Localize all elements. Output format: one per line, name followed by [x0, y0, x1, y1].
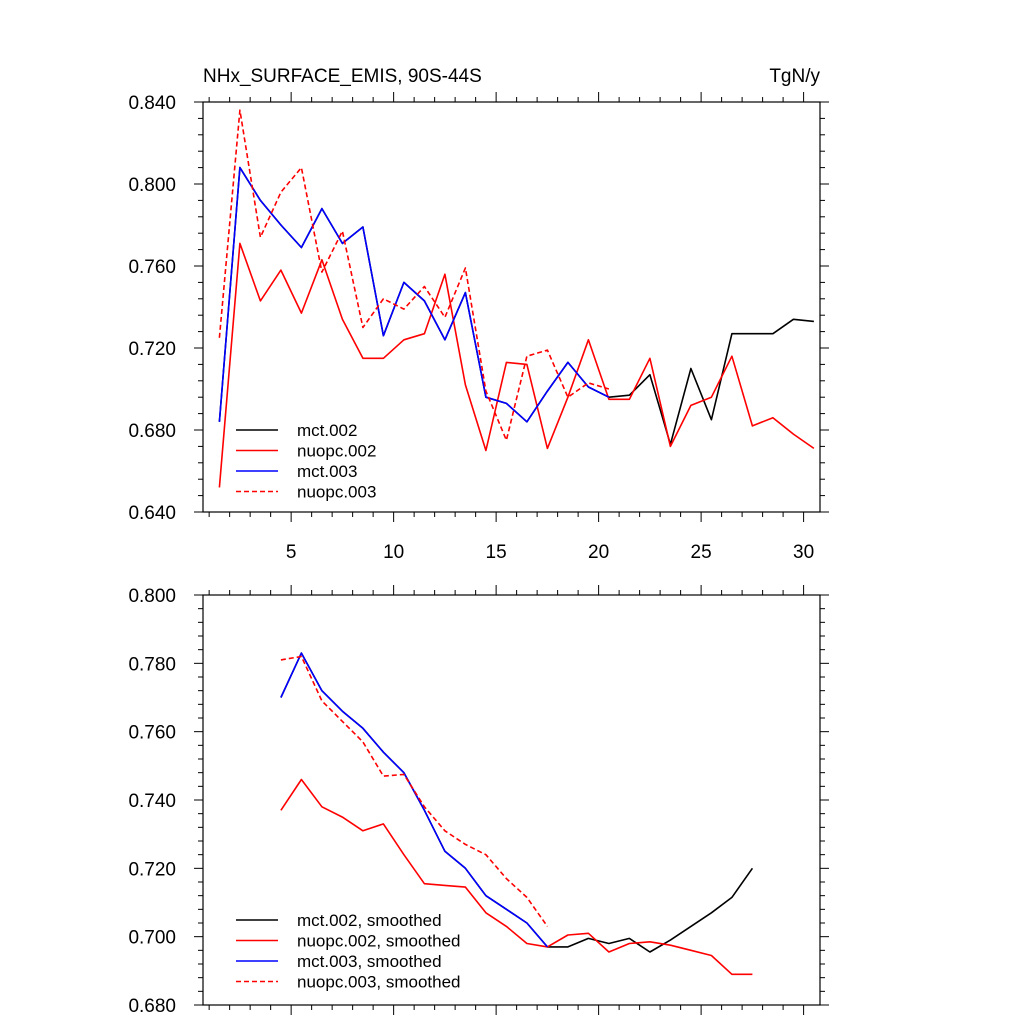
y-tick-label: 0.700: [128, 928, 176, 949]
bottom-y-tick-labels: 0.680 0.700 0.720 0.740 0.760 0.780 0.800: [128, 586, 176, 1017]
y-tick-label: 0.760: [128, 723, 176, 744]
y-tick-label: 0.740: [128, 791, 176, 812]
bottom-series-lines: [280, 652, 754, 976]
y-tick-label: 0.780: [128, 654, 176, 675]
top-plot-frame: [202, 101, 821, 513]
y-tick-label: 0.720: [128, 859, 176, 880]
series-line-nuopc-002: [218, 242, 815, 488]
top-series-lines: [218, 109, 815, 488]
bottom-plot-frame: [202, 594, 821, 1006]
y-tick-label: 0.680: [128, 996, 176, 1017]
legend-label: nuopc.003, smoothed: [297, 973, 461, 992]
legend-label: nuopc.002, smoothed: [297, 932, 461, 951]
y-tick-label: 0.680: [128, 421, 176, 442]
top-panel: NHx_SURFACE_EMIS, 90S-44S TgN/y 0.6400.6…: [128, 66, 829, 563]
y-tick-label: 0.800: [128, 175, 176, 196]
series-line-nuopc-002-smoothed: [280, 778, 753, 976]
y-tick-label: 0.800: [128, 586, 176, 607]
legend-label: nuopc.003: [297, 483, 376, 502]
legend-label: mct.002: [297, 421, 357, 440]
series-line-nuopc-003: [218, 109, 610, 442]
top-axis-ticks: [194, 92, 829, 522]
top-y-tick-labels: 0.640 0.680 0.720 0.760 0.800 0.840: [128, 93, 176, 524]
bottom-panel: 0.680 0.700 0.720 0.740 0.760 0.780 0.800 mct.…: [128, 585, 829, 1017]
x-tick-label: 25: [691, 542, 712, 563]
y-tick-label: 0.720: [128, 339, 176, 360]
bottom-legend: mct.002, smoothed nuopc.002, smoothedmct.…: [236, 911, 461, 992]
legend-label: mct.002, smoothed: [297, 911, 442, 930]
y-tick-label: 0.760: [128, 257, 176, 278]
x-tick-label: 10: [383, 542, 404, 563]
y-tick-label: 0.640: [128, 503, 176, 524]
legend-label: mct.003: [297, 462, 357, 481]
x-tick-label: 5: [286, 542, 297, 563]
series-line-mct-003: [218, 166, 610, 423]
y-tick-label: 0.840: [128, 93, 176, 114]
legend-label: nuopc.002: [297, 442, 376, 461]
x-tick-label: 15: [486, 542, 507, 563]
x-tick-label: 20: [588, 542, 609, 563]
bottom-axis-ticks: [194, 585, 829, 1015]
series-line-nuopc-003-smoothed: [280, 655, 549, 927]
top-chart-title: NHx_SURFACE_EMIS, 90S-44S: [203, 66, 482, 87]
x-tick-label: 30: [793, 542, 814, 563]
top-x-tick-labels: 5 10 15 20 25 30: [286, 542, 814, 563]
legend-label: mct.003, smoothed: [297, 952, 442, 971]
top-chart-units: TgN/y: [769, 66, 820, 87]
